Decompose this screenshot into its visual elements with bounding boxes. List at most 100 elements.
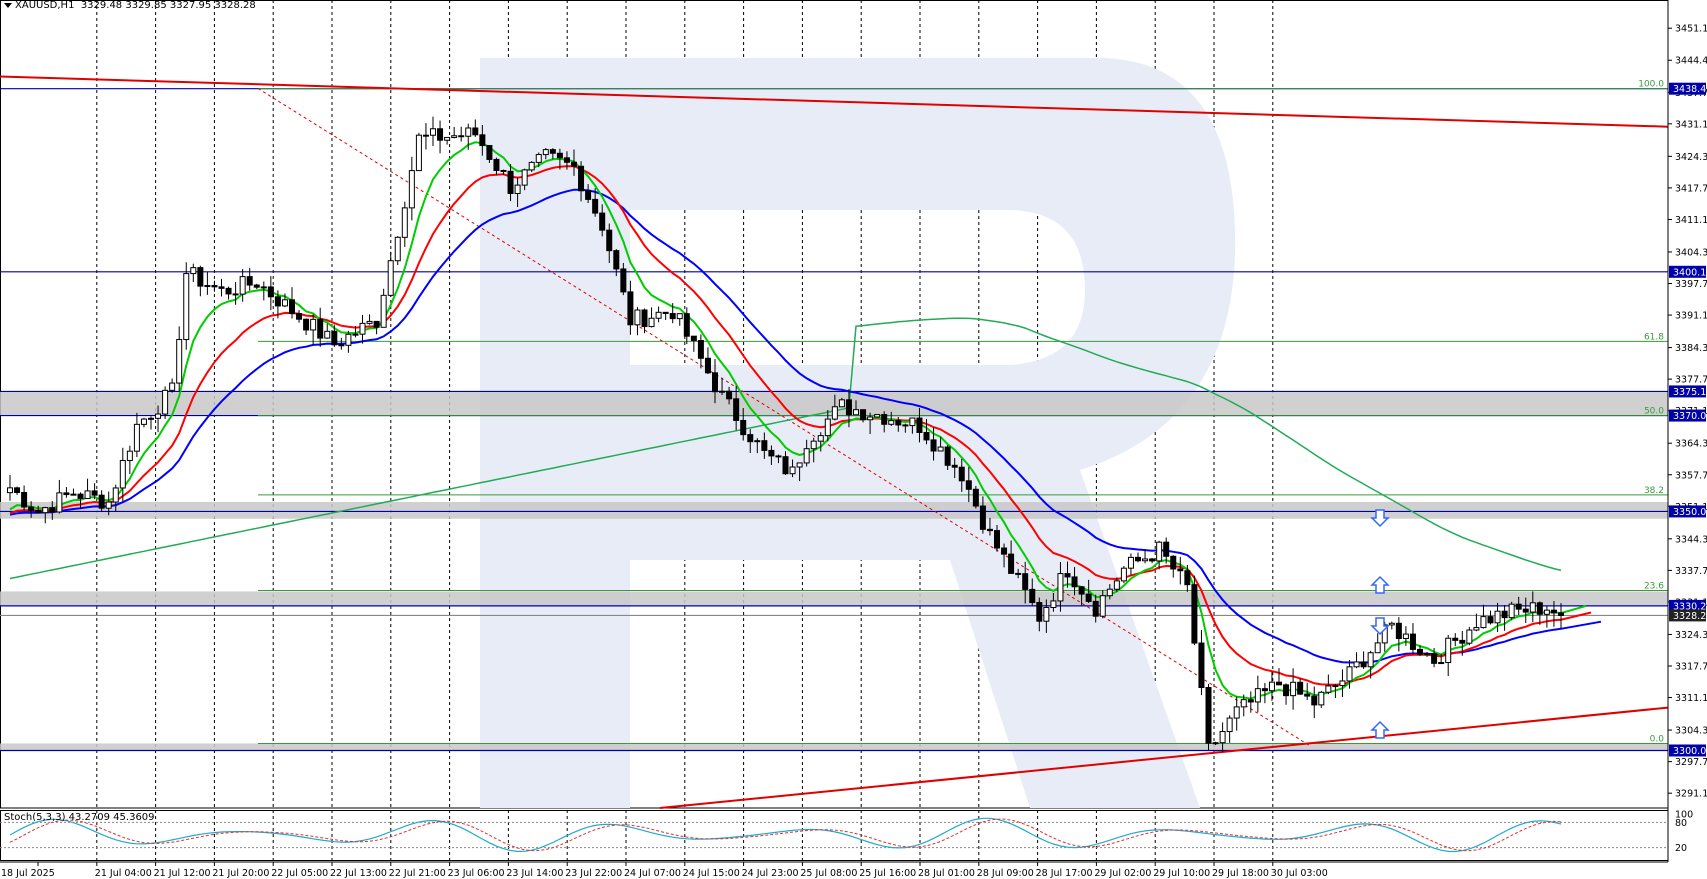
candle-body [1057, 573, 1064, 602]
price-tick-label: 3291.10 [1675, 789, 1707, 800]
candle-body [1311, 695, 1318, 706]
price-level-label: 3300.03 [1673, 746, 1707, 757]
trend-lines [0, 75, 1669, 809]
price-tick-label: 3317.70 [1675, 662, 1707, 673]
candle-body [394, 236, 401, 262]
sr-band [0, 502, 1668, 519]
candle-body [126, 450, 133, 461]
candle-body [1142, 558, 1149, 562]
candle-body [84, 490, 91, 499]
candle-body [1543, 609, 1550, 615]
candle-body [1106, 588, 1113, 597]
time-axis: 18 Jul 2025 21 Jul 04:00 21 Jul 12:00 21 Ju… [0, 861, 1668, 879]
price-level-tag [1669, 82, 1706, 95]
arrow-down-icon [1370, 509, 1390, 528]
candle-body [909, 417, 916, 427]
candle-body [1177, 568, 1184, 572]
candle-body [1071, 576, 1078, 588]
candle-body [620, 268, 627, 293]
ema-mid-line [9, 165, 1592, 686]
arrow-up-icon [1370, 720, 1390, 739]
candle-body [690, 335, 697, 342]
price-tick-label: 3311.10 [1675, 693, 1707, 704]
candle-body [49, 507, 56, 513]
candle-body [1529, 602, 1536, 613]
candle-body [958, 466, 965, 482]
candle-body [169, 382, 176, 391]
candle-body [923, 431, 930, 441]
candle-body [35, 509, 42, 514]
price-tick-label: 3357.70 [1675, 470, 1707, 481]
candle-body [437, 128, 444, 141]
candle-body [994, 530, 1000, 549]
candle-body [1198, 642, 1205, 689]
candle-body [162, 389, 169, 415]
candle-body [98, 494, 105, 509]
candle-body [796, 462, 803, 468]
time-tick-label: 28 Jul 09:00 [977, 868, 1034, 879]
candle-body [253, 284, 260, 288]
candle-body [895, 420, 902, 426]
fib-label: 23.6 [1644, 581, 1664, 591]
candle-body [140, 418, 147, 425]
candle-body [740, 419, 747, 436]
candle-body [415, 134, 422, 172]
symbol-label: XAUUSD,H1 [15, 0, 75, 11]
stoch-axis-label: 20 [1675, 843, 1687, 854]
candle-body [105, 501, 112, 509]
price-tick-label: 3397.70 [1675, 279, 1707, 290]
candle-body [606, 229, 613, 252]
candle-body [63, 492, 70, 496]
candle-body [1424, 653, 1431, 656]
time-tick-label: 25 Jul 08:00 [800, 868, 857, 879]
candle-body [239, 276, 246, 295]
price-level-tag [1669, 505, 1706, 518]
candle-body [1283, 684, 1290, 697]
candle-body [775, 455, 782, 458]
candle-body [965, 480, 972, 490]
time-tick-label: 21 Jul 04:00 [95, 868, 152, 879]
price-tick-label: 3364.30 [1675, 439, 1707, 450]
candle-body [1240, 699, 1247, 708]
candle-body [225, 287, 232, 295]
price-tick-label: 3377.70 [1675, 375, 1707, 386]
candle-body [986, 528, 993, 532]
candle-body [338, 344, 345, 347]
fib-label: 61.8 [1644, 332, 1664, 342]
candle-body [613, 250, 620, 270]
candle-body [1402, 633, 1409, 640]
candle-body [1170, 555, 1177, 570]
candle-body [359, 322, 366, 335]
chart-header: XAUUSD,H1 3329.48 3329.85 3327.95 3328.2… [4, 0, 256, 11]
candle-body [380, 294, 387, 328]
candle-body [902, 424, 909, 427]
candle-body [789, 466, 796, 475]
candle-body [648, 317, 655, 328]
time-tick-label: 21 Jul 20:00 [212, 868, 269, 879]
candle-body [500, 169, 507, 172]
candle-body [366, 320, 373, 324]
candle-body [930, 439, 937, 452]
candle-body [479, 134, 486, 147]
candle-body [782, 456, 789, 475]
candle-body [289, 299, 295, 315]
candle-body [56, 492, 63, 513]
candle-body [451, 135, 458, 138]
candle-body [1276, 681, 1282, 686]
candle-body [627, 291, 634, 326]
candle-body [218, 286, 225, 289]
candle-body [1212, 742, 1219, 745]
time-tick-label: 29 Jul 10:00 [1153, 868, 1210, 879]
candle-body [514, 184, 521, 195]
candle-body [563, 157, 570, 163]
fib-label: 38.2 [1644, 486, 1664, 496]
candle-body [662, 311, 669, 314]
sr-band [0, 591, 1668, 606]
price-level-tag [1669, 744, 1706, 757]
signal-arrows [1370, 509, 1390, 739]
price-tick-label: 3324.30 [1675, 630, 1707, 641]
candle-body [1135, 556, 1141, 562]
candle-body [521, 169, 528, 186]
collapse-triangle-icon[interactable] [4, 2, 12, 8]
candle-body [204, 285, 211, 288]
